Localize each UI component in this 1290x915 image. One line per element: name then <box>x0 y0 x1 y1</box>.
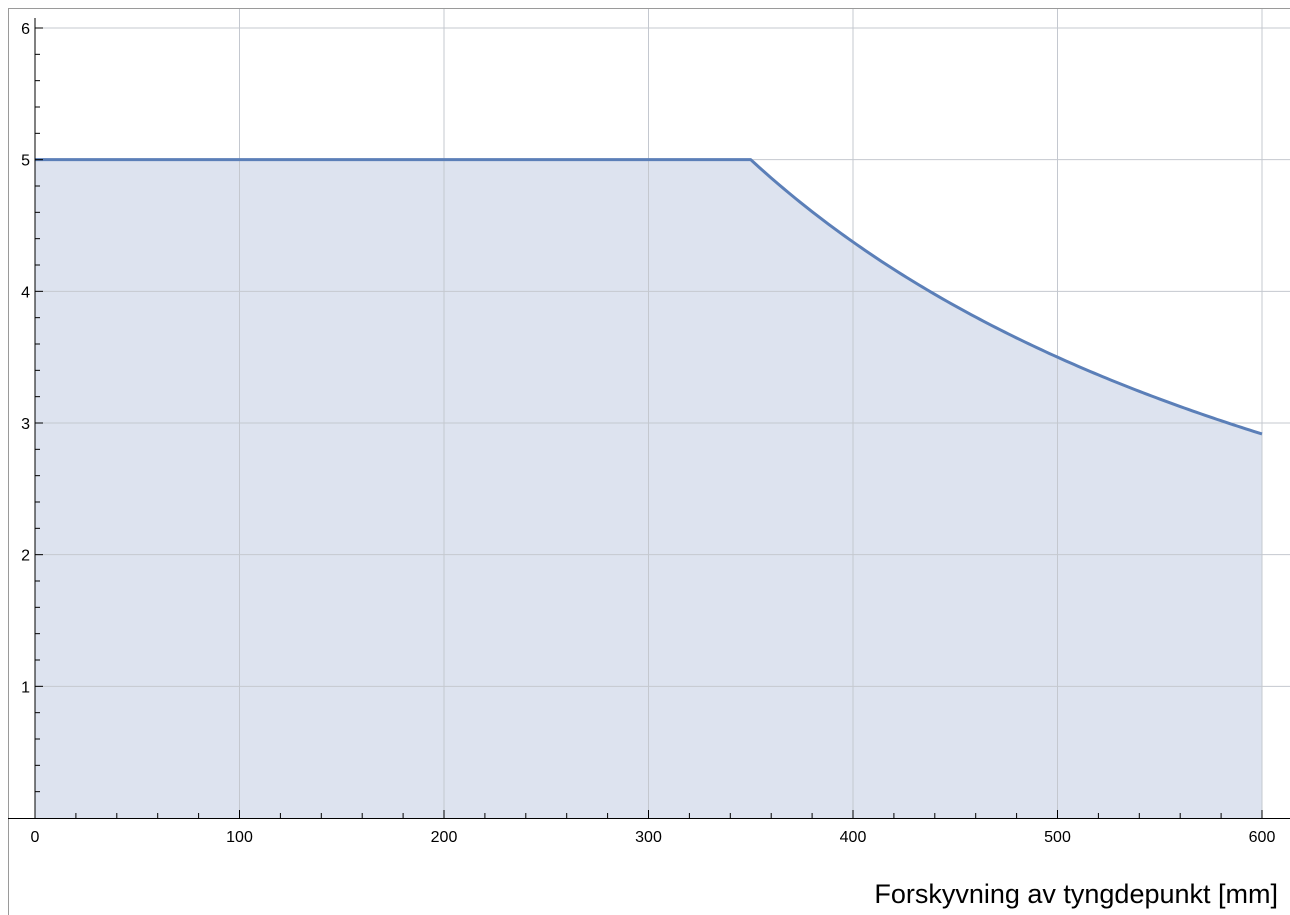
y-tick-label: 1 <box>21 679 30 696</box>
x-tick-label: 100 <box>226 829 253 846</box>
x-tick-label: 200 <box>431 829 458 846</box>
axes-layer <box>8 18 1290 819</box>
x-axis-title: Forskyvning av tyngdepunkt [mm] <box>874 879 1278 909</box>
x-tick-label: 600 <box>1249 829 1276 846</box>
y-tick-label: 6 <box>21 21 30 38</box>
x-tick-label: 0 <box>31 829 40 846</box>
x-tick-label: 500 <box>1044 829 1071 846</box>
y-tick-label: 5 <box>21 153 30 170</box>
y-tick-label: 3 <box>21 416 30 433</box>
tick-labels-layer: 0 100 200 300 400 500 600 1 2 3 4 5 6 <box>21 21 1275 846</box>
chart-frame <box>8 8 1290 915</box>
x-tick-label: 300 <box>635 829 662 846</box>
y-tick-label: 2 <box>21 548 30 565</box>
x-tick-label: 400 <box>840 829 867 846</box>
series-line-layer <box>35 158 1263 436</box>
series-line <box>35 158 1263 436</box>
y-tick-label: 4 <box>21 284 30 301</box>
